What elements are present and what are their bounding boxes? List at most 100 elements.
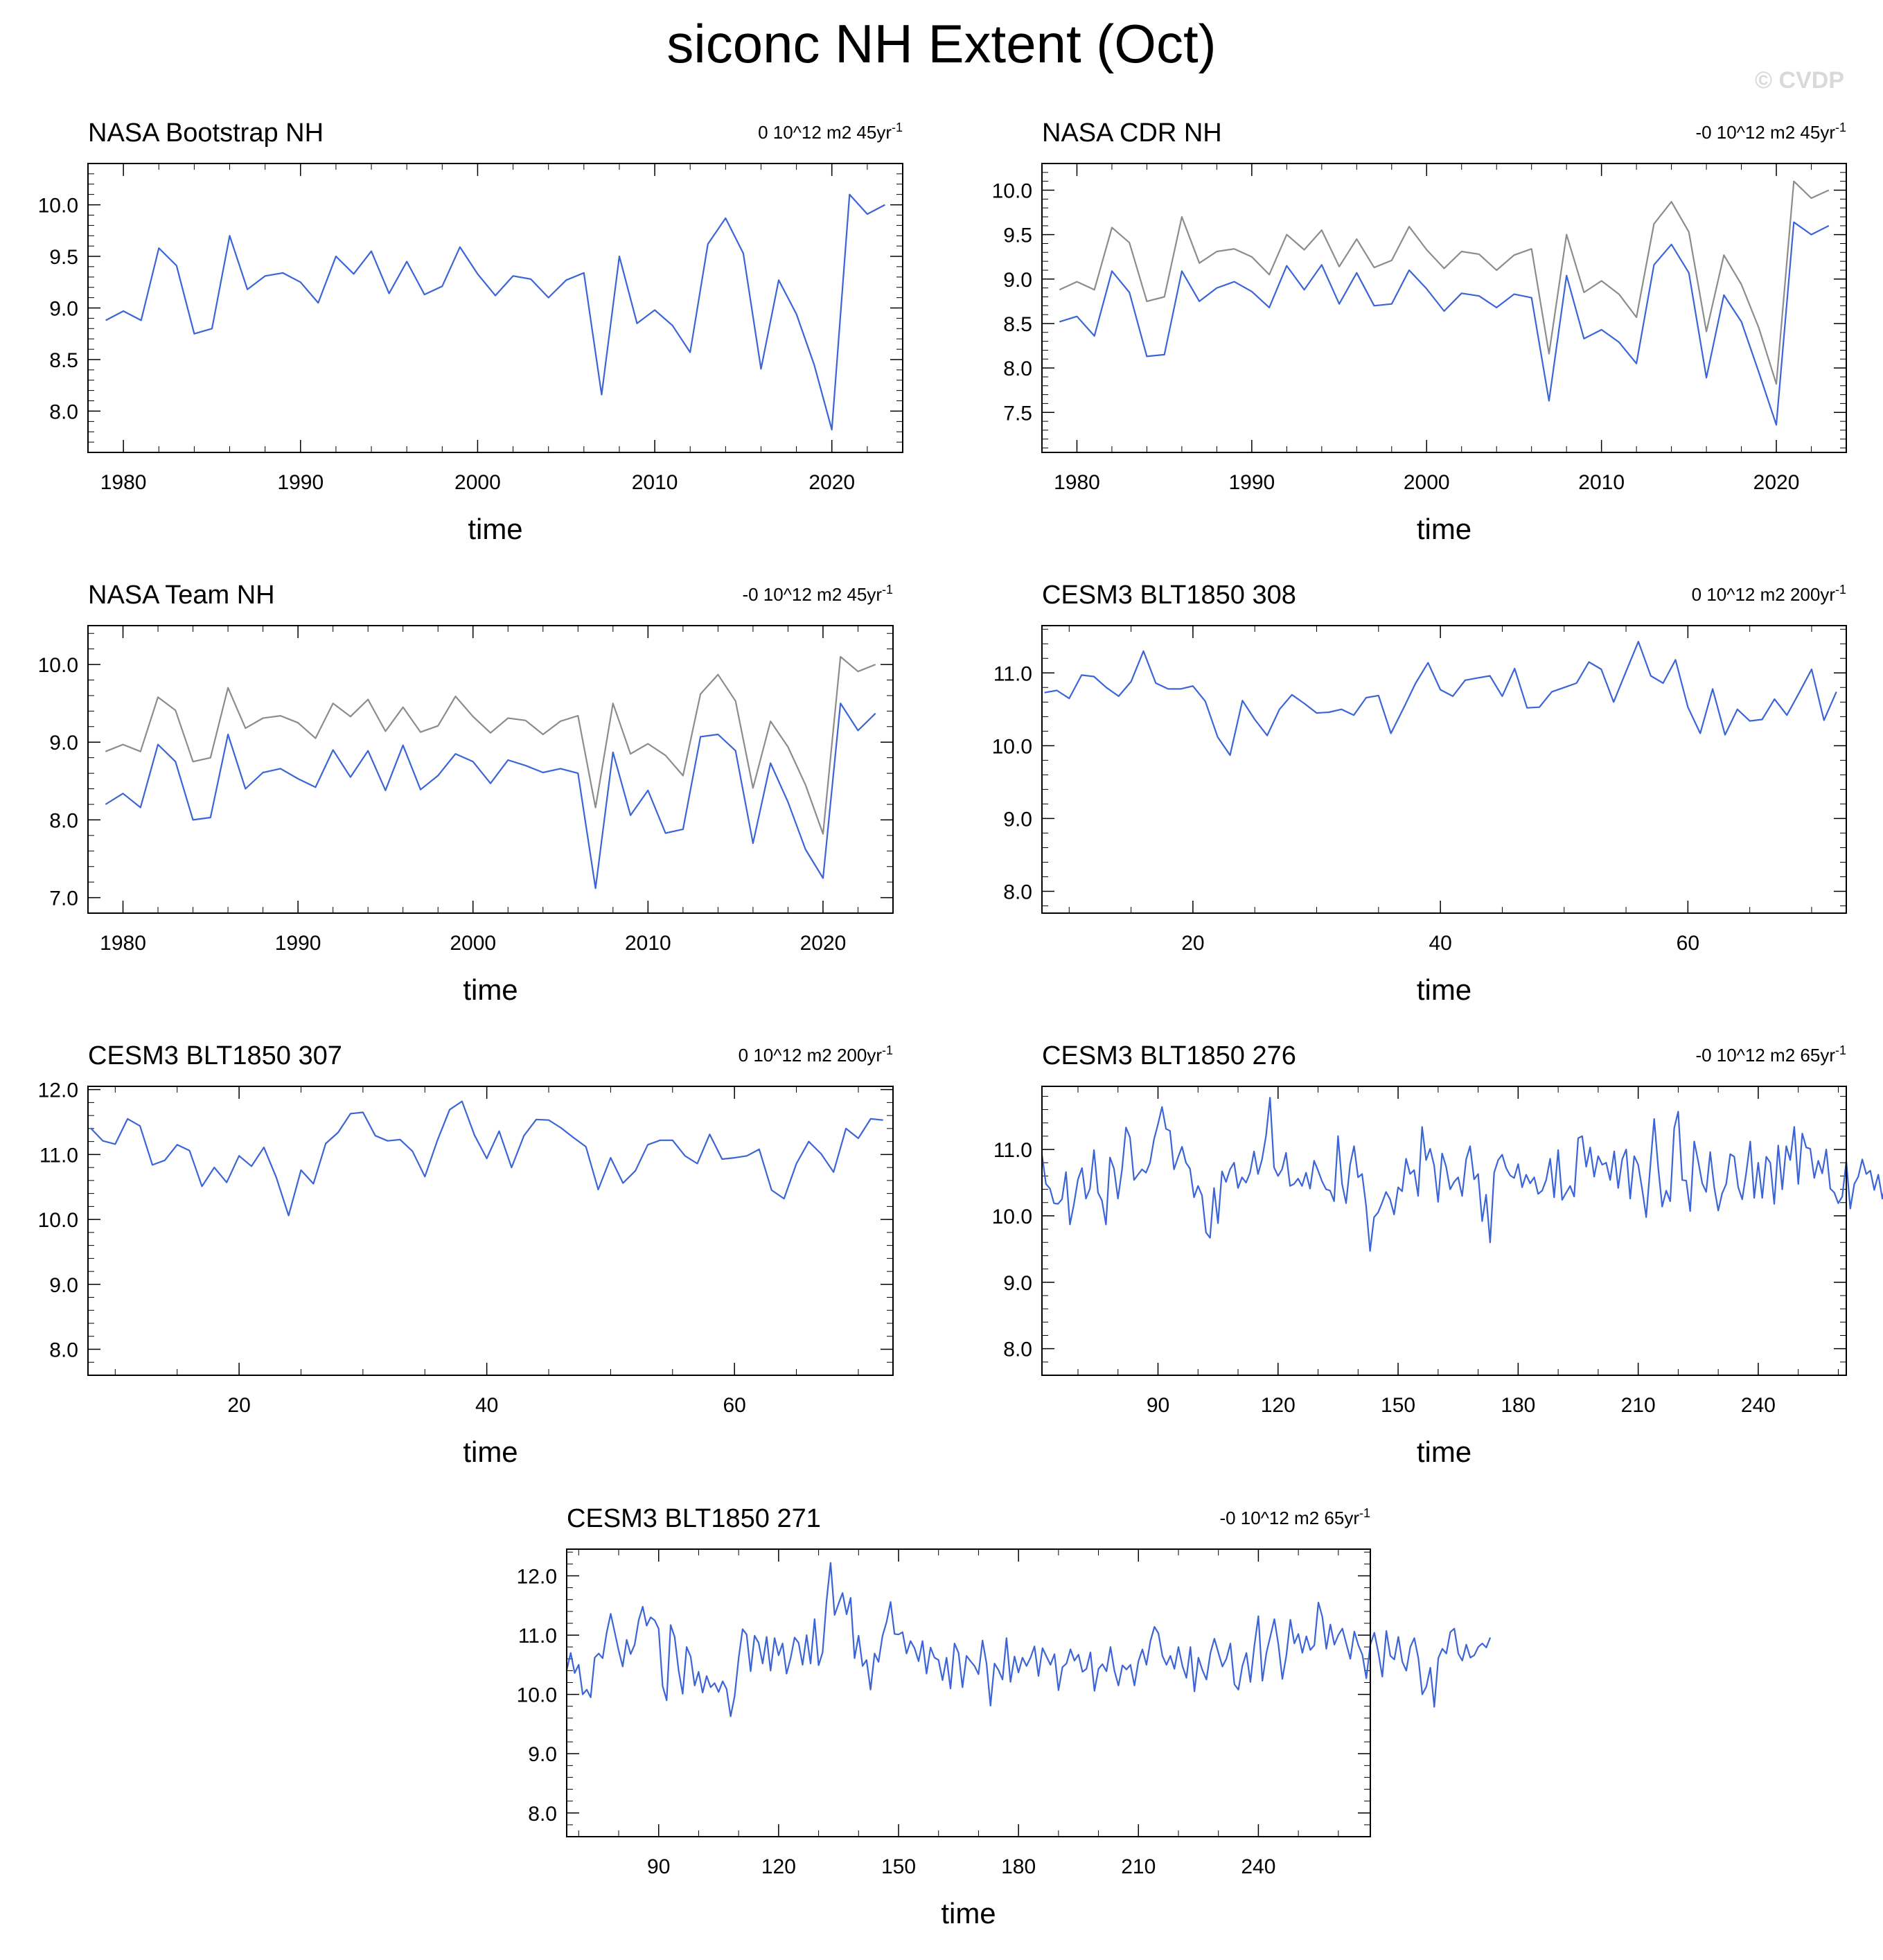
- y-tick-label: 10.0: [38, 1209, 78, 1232]
- panel-title: NASA Team NH: [88, 581, 275, 610]
- chart-panel: NASA Bootstrap NH 0 10^12 m2 45yr-1 1980 19…: [38, 118, 903, 545]
- y-tick-label: 10.0: [38, 654, 78, 677]
- trend-label: 0 10^12 m2 45yr-1: [758, 121, 903, 143]
- x-axis-title: time: [1417, 973, 1471, 1006]
- panel-title: NASA Bootstrap NH: [88, 118, 324, 148]
- cvdp-credit: © CVDP: [1755, 67, 1844, 94]
- y-tick-label: 11.0: [993, 1139, 1032, 1162]
- y-tick-label: 9.5: [49, 246, 78, 269]
- y-tick-label: 9.5: [1003, 224, 1032, 247]
- x-tick-label: 1980: [100, 932, 146, 955]
- y-tick-label: 8.5: [1003, 313, 1032, 336]
- chart-panel: NASA CDR NH -0 10^12 m2 45yr-1 1980 1990 200…: [992, 118, 1847, 545]
- x-tick-label: 2010: [1578, 471, 1625, 494]
- x-tick-label: 240: [1241, 1855, 1275, 1878]
- x-tick-label: 40: [475, 1394, 498, 1417]
- trend-value: -0 10^12 m2 65yr: [1695, 1045, 1835, 1066]
- trend-value: 0 10^12 m2 200yr: [1692, 584, 1836, 605]
- y-tick-label: 11.0: [518, 1625, 557, 1648]
- x-tick-label: 240: [1741, 1394, 1776, 1417]
- y-tick-label: 9.0: [528, 1743, 557, 1766]
- x-tick-label: 2000: [454, 471, 501, 494]
- y-tick-label: 7.5: [1003, 402, 1032, 425]
- plot-frame: [566, 1548, 1371, 1837]
- y-tick-label: 10.0: [38, 195, 78, 218]
- panel-title: CESM3 BLT1850 276: [1042, 1041, 1296, 1070]
- y-tick-label: 9.0: [49, 732, 78, 754]
- chart-panel: CESM3 BLT1850 271 -0 10^12 m2 65yr-1 90 120…: [517, 1504, 1492, 1930]
- minor-ticks: [1041, 163, 1847, 452]
- trend-label: 0 10^12 m2 200yr-1: [1692, 583, 1846, 605]
- model-series-line: [1059, 221, 1830, 426]
- x-tick-label: 2020: [808, 471, 855, 494]
- panel-title: NASA CDR NH: [1042, 118, 1222, 148]
- x-tick-label: 180: [1501, 1394, 1535, 1417]
- y-tick-label: 8.0: [1003, 1339, 1032, 1361]
- chart-panel: CESM3 BLT1850 307 0 10^12 m2 200yr-1 20 40 6…: [38, 1041, 894, 1468]
- x-tick-label: 2020: [1753, 471, 1800, 494]
- trend-exponent: -1: [892, 121, 903, 134]
- x-tick-label: 1980: [1054, 471, 1100, 494]
- y-tick-label: 9.0: [1003, 808, 1032, 831]
- x-tick-label: 90: [647, 1855, 670, 1878]
- x-tick-label: 150: [1381, 1394, 1415, 1417]
- y-tick-label: 10.0: [517, 1684, 557, 1707]
- y-tick-label: 10.0: [992, 735, 1032, 758]
- panel-title: CESM3 BLT1850 307: [88, 1041, 342, 1070]
- minor-ticks: [88, 1086, 893, 1376]
- x-tick-label: 60: [1677, 932, 1699, 955]
- y-tick-label: 9.0: [49, 1274, 78, 1297]
- x-tick-label: 120: [761, 1855, 796, 1878]
- x-tick-label: 150: [881, 1855, 916, 1878]
- trend-exponent: -1: [1835, 1043, 1846, 1057]
- trend-label: -0 10^12 m2 65yr-1: [1695, 1043, 1846, 1066]
- trend-exponent: -1: [1359, 1506, 1370, 1520]
- x-axis-title: time: [1417, 513, 1471, 545]
- plot-frame: [87, 1086, 894, 1376]
- y-tick-label: 12.0: [517, 1566, 557, 1589]
- trend-exponent: -1: [882, 583, 893, 597]
- y-tick-label: 12.0: [38, 1079, 78, 1102]
- y-tick-label: 8.0: [528, 1803, 557, 1826]
- trend-label: -0 10^12 m2 45yr-1: [742, 583, 893, 605]
- minor-ticks: [87, 163, 903, 453]
- y-tick-label: 11.0: [993, 662, 1032, 685]
- trend-value: -0 10^12 m2 45yr: [742, 584, 882, 605]
- y-tick-label: 8.0: [49, 400, 78, 423]
- x-tick-label: 2010: [632, 471, 678, 494]
- y-tick-label: 9.0: [1003, 1272, 1032, 1295]
- y-tick-label: 9.0: [49, 298, 78, 321]
- chart-panel: CESM3 BLT1850 308 0 10^12 m2 200yr-1 20 40 6…: [992, 581, 1847, 1006]
- obs-series-line: [105, 655, 876, 835]
- trend-exponent: -1: [1835, 583, 1846, 597]
- x-axis-title: time: [463, 973, 518, 1006]
- plot-frame: [87, 163, 903, 453]
- minor-ticks: [567, 1549, 1370, 1837]
- trend-label: -0 10^12 m2 45yr-1: [1695, 121, 1846, 143]
- y-tick-label: 10.0: [992, 1206, 1032, 1228]
- x-tick-label: 1980: [100, 471, 147, 494]
- y-tick-label: 10.0: [992, 179, 1032, 202]
- model-series-line: [105, 703, 876, 890]
- model-series-line: [1044, 640, 1837, 757]
- plot-frame: [87, 625, 894, 914]
- chart-panel: CESM3 BLT1850 276 -0 10^12 m2 65yr-1 90 120…: [992, 1041, 1883, 1468]
- x-tick-label: 2010: [625, 932, 671, 955]
- chart-panel: NASA Team NH -0 10^12 m2 45yr-1 1980 1990 20…: [38, 581, 894, 1006]
- trend-value: -0 10^12 m2 65yr: [1219, 1508, 1359, 1528]
- x-tick-label: 120: [1261, 1394, 1296, 1417]
- x-tick-label: 60: [723, 1394, 745, 1417]
- x-axis-title: time: [941, 1897, 996, 1930]
- obs-series-line: [1059, 180, 1830, 385]
- trend-value: -0 10^12 m2 45yr: [1695, 122, 1835, 143]
- trend-label: 0 10^12 m2 200yr-1: [739, 1043, 893, 1066]
- plot-frame: [1041, 625, 1847, 914]
- x-tick-label: 2020: [800, 932, 847, 955]
- x-tick-label: 210: [1621, 1394, 1656, 1417]
- x-axis-title: time: [463, 1436, 518, 1468]
- plot-frame: [1041, 163, 1847, 453]
- x-tick-label: 1990: [1228, 471, 1275, 494]
- y-tick-label: 8.0: [1003, 881, 1032, 903]
- x-axis-title: time: [1417, 1436, 1471, 1468]
